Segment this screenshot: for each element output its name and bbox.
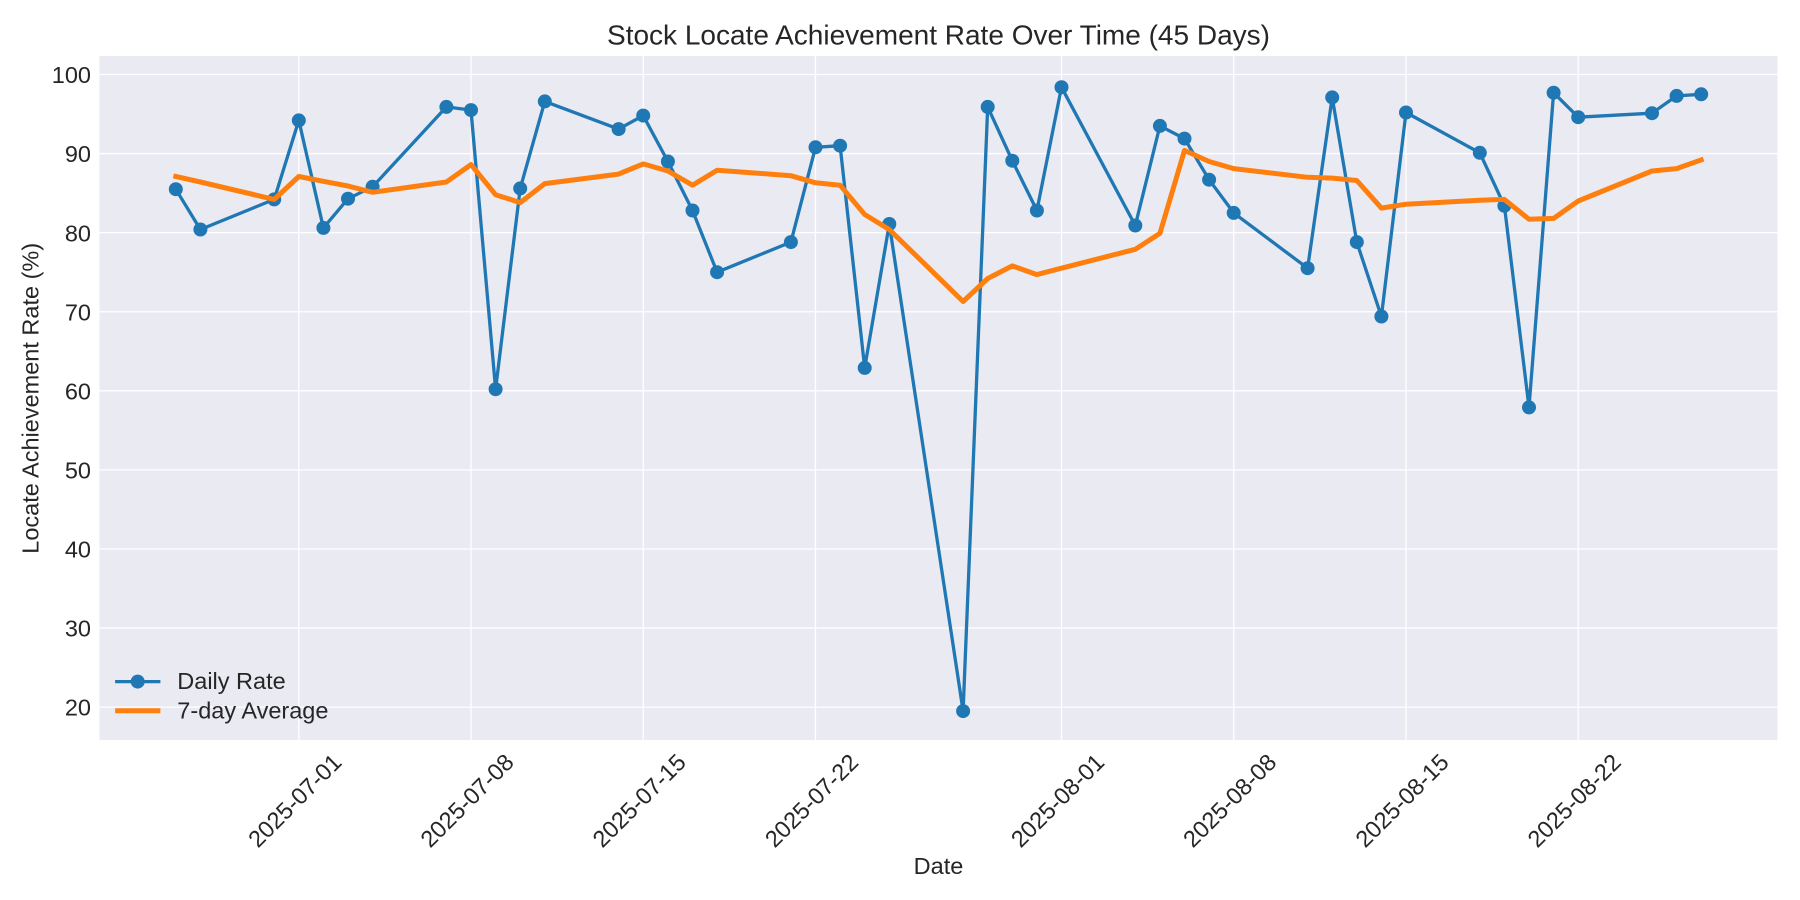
svg-text:60: 60 xyxy=(65,378,91,404)
svg-text:Date: Date xyxy=(914,853,964,879)
svg-text:70: 70 xyxy=(65,299,91,325)
svg-text:Stock Locate Achievement Rate: Stock Locate Achievement Rate Over Time … xyxy=(607,20,1270,51)
svg-text:Locate Achievement Rate (%): Locate Achievement Rate (%) xyxy=(18,243,44,554)
svg-text:20: 20 xyxy=(65,695,91,721)
svg-text:100: 100 xyxy=(52,62,91,88)
svg-text:50: 50 xyxy=(65,458,91,484)
svg-text:40: 40 xyxy=(65,537,91,563)
svg-text:90: 90 xyxy=(65,141,91,167)
svg-text:7-day Average: 7-day Average xyxy=(177,697,328,723)
svg-text:Daily Rate: Daily Rate xyxy=(177,668,285,694)
svg-text:30: 30 xyxy=(65,616,91,642)
svg-text:80: 80 xyxy=(65,220,91,246)
